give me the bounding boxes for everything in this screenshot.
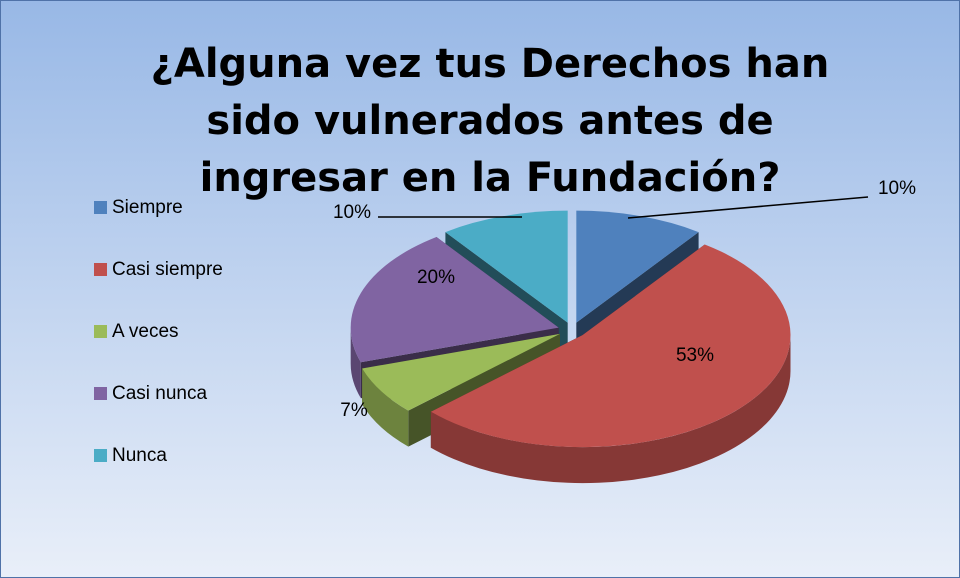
data-label: 10% [333,202,371,223]
leader-line [627,196,869,219]
legend-label: A veces [112,321,179,342]
pie: 10% 53% 7% 20% 10% [333,178,916,484]
slice [350,237,559,363]
slice-wall [362,368,409,447]
legend-label: Casi siempre [112,259,223,280]
slice [430,244,791,448]
slice [362,333,560,411]
slice-wall [430,335,791,484]
slice [445,210,568,323]
legend-swatch [94,449,107,462]
legend-swatch [94,325,107,338]
data-label: 10% [878,178,916,199]
slice-wall [350,327,361,399]
chart-title: ¿Alguna vez tus Derechos han sido vulner… [150,41,830,201]
legend-label: Casi nunca [112,383,207,404]
data-label: 7% [340,400,368,421]
legend: Siempre Casi siempre A veces Casi nunca Nunc… [94,197,223,466]
slice [576,210,699,323]
data-label: 53% [676,345,714,366]
legend-swatch [94,263,107,276]
legend-swatch [94,201,107,214]
legend-label: Siempre [112,197,183,218]
data-label: 20% [417,267,455,288]
legend-label: Nunca [112,445,167,466]
legend-swatch [94,387,107,400]
